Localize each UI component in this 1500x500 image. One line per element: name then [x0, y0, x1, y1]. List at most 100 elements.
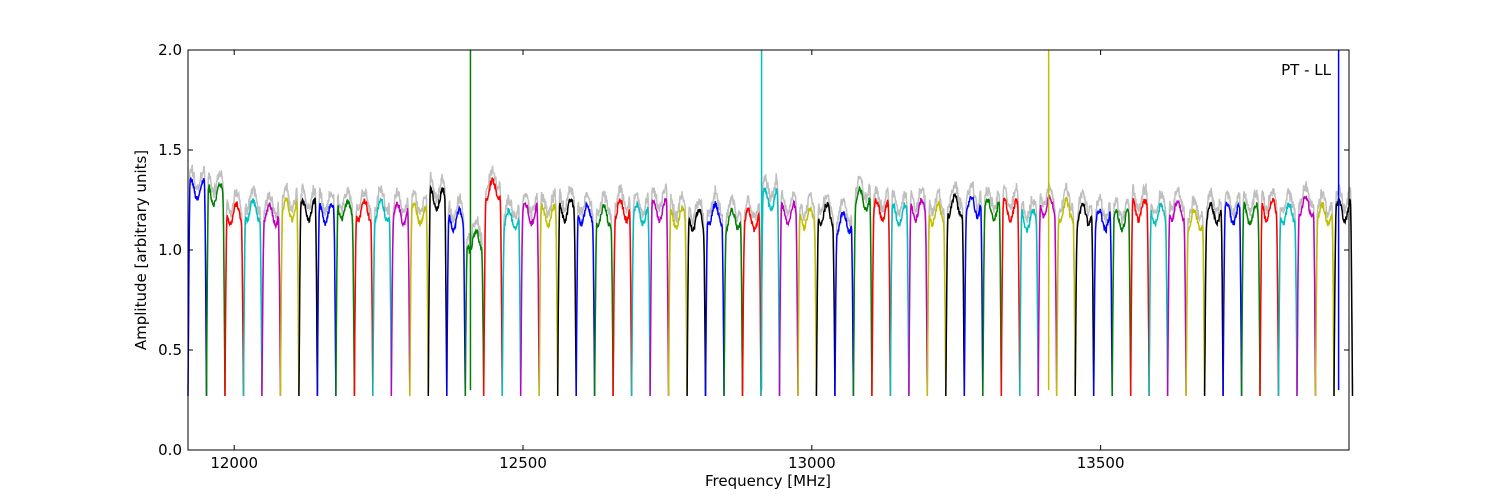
channel-line — [279, 197, 300, 397]
x-tick-label: 12000 — [210, 454, 258, 472]
channel-line — [963, 195, 984, 397]
channel-line — [464, 227, 485, 397]
channel-line — [834, 210, 855, 397]
series-layer — [187, 50, 1354, 397]
reference-channel-line — [649, 183, 670, 391]
plot-area — [188, 50, 1349, 450]
channel-line — [704, 201, 725, 397]
reference-channel-line — [390, 187, 411, 391]
y-tick-label: 0.5 — [158, 341, 182, 359]
channel-line — [612, 198, 633, 397]
channel-line — [778, 199, 799, 397]
reference-channel-line — [409, 188, 430, 391]
reference-channel-line — [704, 185, 725, 391]
channel-line — [316, 202, 337, 397]
reference-channel-line — [1111, 196, 1132, 391]
channel-line — [1296, 195, 1317, 397]
y-tick-label: 0.0 — [158, 441, 182, 459]
reference-channel-line — [1277, 188, 1298, 391]
tick-layer: 12000 12500 13000 13500 0.0 0.5 1.0 1.5 2.0 — [158, 41, 1349, 472]
channel-line — [1203, 201, 1224, 397]
reference-channel-line — [1055, 182, 1076, 391]
channel-line — [482, 177, 503, 397]
channel-line — [1277, 202, 1298, 397]
channel-line — [242, 198, 263, 397]
reference-channel-line — [519, 192, 540, 391]
reference-channel-line — [741, 194, 762, 391]
x-tick-label: 13500 — [1077, 454, 1125, 472]
reference-channel-line — [1129, 183, 1150, 391]
channel-line — [1111, 208, 1132, 397]
channel-line — [815, 201, 836, 397]
y-tick-label: 1.5 — [158, 141, 182, 159]
channel-line — [667, 205, 688, 397]
reference-channel-line — [1148, 190, 1169, 391]
channel-line — [1166, 199, 1187, 397]
reference-series-layer — [187, 164, 1354, 391]
channel-line — [1222, 201, 1243, 397]
channel-line — [335, 198, 356, 397]
channel-line — [1019, 208, 1039, 397]
reference-channel-line — [963, 180, 984, 391]
reference-channel-line — [1000, 183, 1021, 391]
reference-channel-line — [427, 171, 448, 391]
channel-line — [538, 203, 559, 397]
reference-channel-line — [501, 194, 522, 391]
channel-line — [353, 198, 374, 397]
reference-channel-line — [723, 194, 744, 391]
reference-channel-line — [538, 188, 559, 391]
reference-channel-line — [760, 173, 781, 391]
channel-line — [1129, 198, 1150, 397]
y-axis-label: Amplitude [arbitrary units] — [132, 150, 150, 350]
channel-line — [1092, 208, 1113, 397]
reference-channel-line — [1240, 188, 1261, 391]
x-tick-label: 13000 — [788, 454, 836, 472]
reference-channel-line — [353, 186, 374, 391]
channel-line — [1074, 202, 1095, 397]
reference-channel-line — [686, 198, 707, 391]
channel-line — [224, 201, 245, 397]
channel-line — [630, 200, 651, 397]
channel-line — [298, 197, 319, 397]
channel-line — [1000, 197, 1021, 397]
channel-line — [427, 184, 448, 397]
reference-channel-line — [298, 182, 319, 391]
channel-line — [1148, 202, 1169, 397]
reference-channel-line — [871, 185, 892, 391]
channel-line — [519, 201, 540, 397]
channel-line — [593, 204, 614, 397]
channel-line — [760, 187, 781, 397]
channel-line — [1259, 197, 1280, 397]
reference-channel-line — [575, 191, 596, 391]
reference-channel-line — [667, 191, 688, 391]
reference-channel-line — [1185, 194, 1206, 391]
x-tick-label: 12500 — [499, 454, 547, 472]
channel-line — [797, 205, 818, 397]
reference-channel-line — [982, 186, 1003, 391]
channel-line — [686, 208, 707, 397]
channel-line — [1314, 201, 1335, 397]
reference-channel-line — [908, 187, 929, 391]
channel-line — [1037, 194, 1058, 397]
reference-channel-line — [464, 216, 485, 391]
reference-channel-line — [224, 189, 245, 391]
reference-channel-line — [815, 193, 836, 391]
channel-line — [982, 197, 1003, 397]
x-axis-label: Frequency [MHz] — [705, 472, 831, 490]
channel-line — [446, 204, 467, 397]
reference-channel-line — [945, 181, 966, 391]
reference-channel-line — [1222, 190, 1243, 391]
reference-channel-line — [630, 192, 651, 391]
reference-channel-line — [1203, 187, 1224, 391]
reference-channel-line — [316, 187, 337, 391]
reference-channel-line — [1092, 193, 1113, 391]
reference-channel-line — [1296, 181, 1317, 391]
reference-channel-line — [205, 169, 226, 391]
channel-line — [556, 198, 577, 397]
reference-channel-line — [1019, 195, 1039, 391]
y-tick-label: 1.0 — [158, 241, 182, 259]
channel-line — [741, 207, 762, 397]
reference-channel-line — [1074, 188, 1095, 391]
reference-channel-line — [482, 165, 503, 391]
